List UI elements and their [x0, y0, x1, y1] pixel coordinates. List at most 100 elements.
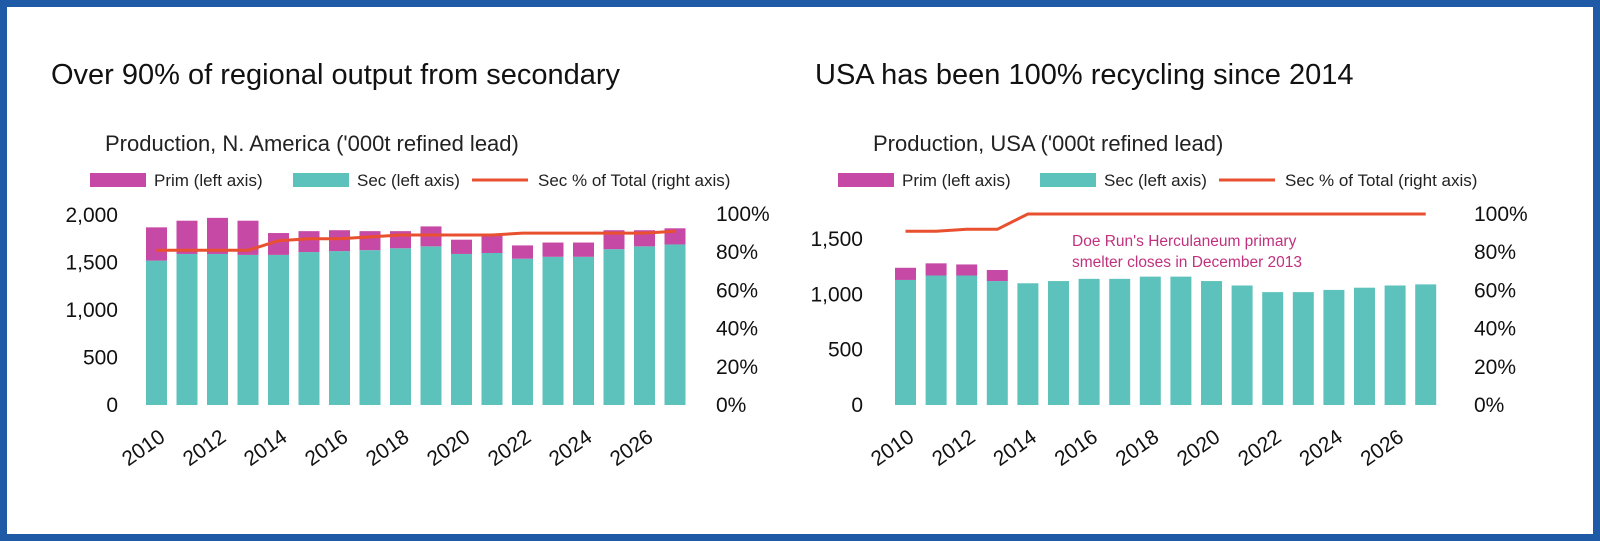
bar-sec-2010	[895, 279, 916, 405]
x-tick-label: 2010	[867, 425, 918, 471]
bar-sec-2010	[146, 260, 167, 405]
legend-swatch-sec	[1040, 173, 1096, 187]
y-right-tick-label: 100%	[1474, 203, 1528, 226]
legend-label-sec-pct: Sec % of Total (right axis)	[538, 171, 730, 190]
legend-swatch-sec	[293, 173, 349, 187]
bar-prim-2010	[146, 227, 167, 261]
bar-prim-2020	[451, 239, 472, 254]
y-right-tick-label: 40%	[1474, 318, 1516, 341]
bar-sec-2014	[268, 254, 289, 405]
bar-sec-2024	[1323, 289, 1345, 405]
bar-prim-2011	[176, 220, 198, 254]
y-right-tick-label: 0%	[716, 394, 746, 417]
bar-prim-2023	[542, 242, 564, 257]
y-left-tick-label: 2,000	[65, 204, 118, 227]
bar-sec-2019	[420, 246, 442, 405]
legend-label-sec: Sec (left axis)	[357, 171, 460, 190]
bar-sec-2024	[573, 256, 594, 405]
headline-left: Over 90% of regional output from seconda…	[51, 59, 621, 91]
chart-subtitle-left: Production, N. America ('000t refined le…	[105, 131, 519, 156]
y-left-tick-label: 1,000	[65, 299, 118, 322]
bar-sec-2021	[481, 253, 503, 405]
legend-label-prim: Prim (left axis)	[902, 171, 1011, 190]
bar-prim-2010	[895, 267, 916, 280]
bar-sec-2011	[176, 253, 198, 405]
bar-sec-2027	[664, 244, 686, 405]
bar-sec-2017	[359, 250, 381, 405]
y-right-tick-label: 80%	[1474, 241, 1516, 264]
bar-prim-2021	[481, 234, 503, 253]
y-left-tick-label: 500	[83, 347, 118, 370]
y-left-tick-label: 0	[106, 394, 118, 417]
bar-sec-2016	[329, 251, 350, 405]
x-tick-label: 2016	[1051, 425, 1102, 471]
bar-sec-2020	[1201, 281, 1222, 405]
x-tick-label: 2024	[1295, 425, 1347, 471]
y-right-tick-label: 60%	[716, 279, 758, 302]
bar-sec-2017	[1109, 278, 1131, 405]
bar-sec-2023	[1292, 292, 1314, 405]
legend-swatch-prim	[838, 173, 894, 187]
legend-label-sec-pct: Sec % of Total (right axis)	[1285, 171, 1477, 190]
bar-sec-2022	[1262, 292, 1284, 405]
bar-prim-2014	[268, 233, 289, 255]
y-left-tick-label: 1,500	[810, 228, 863, 251]
bar-sec-2012	[956, 275, 978, 405]
y-right-tick-label: 40%	[716, 318, 758, 341]
line-sec-pct	[156, 229, 676, 252]
bar-sec-2015	[1048, 281, 1069, 405]
bar-sec-2026	[634, 246, 655, 405]
bar-sec-2014	[1017, 283, 1039, 405]
y-right-tick-label: 20%	[716, 356, 758, 379]
bar-sec-2015	[298, 252, 320, 405]
legend-swatch-prim	[90, 173, 146, 187]
y-right-tick-label: 0%	[1474, 394, 1504, 417]
bar-sec-2027	[1415, 284, 1437, 405]
annotation-line: Doe Run's Herculaneum primary	[1072, 233, 1297, 250]
bar-sec-2013	[986, 281, 1008, 405]
bar-prim-2013	[986, 269, 1008, 282]
headline-right: USA has been 100% recycling since 2014	[815, 59, 1354, 91]
legend-label-sec: Sec (left axis)	[1104, 171, 1207, 190]
line-sec-pct	[905, 212, 1426, 233]
legend-label-prim: Prim (left axis)	[154, 171, 263, 190]
y-right-tick-label: 60%	[1474, 279, 1516, 302]
bar-prim-2022	[512, 245, 533, 259]
bar-sec-2018	[390, 248, 411, 405]
x-tick-label: 2022	[1234, 425, 1285, 471]
y-left-tick-label: 0	[851, 394, 863, 417]
bar-prim-2025	[603, 230, 625, 250]
bar-sec-2016	[1078, 278, 1100, 405]
annotation-text: Doe Run's Herculaneum primary smelter clo…	[1072, 233, 1302, 271]
chart-subtitle-right: Production, USA ('000t refined lead)	[873, 131, 1224, 156]
bar-prim-2015	[298, 231, 320, 253]
y-left-tick-label: 1,000	[810, 283, 863, 306]
bar-sec-2018	[1139, 276, 1161, 405]
bar-prim-2013	[237, 220, 259, 255]
bar-prim-2011	[925, 263, 947, 276]
x-tick-label: 2018	[1112, 425, 1163, 471]
x-tick-label: 2012	[928, 425, 979, 471]
bar-sec-2025	[1354, 287, 1375, 405]
annotation-line: smelter closes in December 2013	[1072, 254, 1302, 271]
bar-sec-2021	[1231, 285, 1253, 405]
bar-prim-2024	[573, 242, 594, 257]
y-left-tick-label: 1,500	[65, 252, 118, 275]
x-tick-label: 2020	[1173, 425, 1224, 471]
bar-sec-2022	[512, 258, 533, 405]
bar-sec-2020	[451, 253, 472, 405]
bar-sec-2013	[237, 254, 259, 405]
bar-sec-2012	[207, 253, 228, 405]
bar-prim-2016	[329, 230, 350, 252]
bar-sec-2023	[542, 256, 564, 405]
x-tick-label: 2014	[989, 425, 1041, 471]
x-tick-label: 2026	[1357, 425, 1408, 471]
bar-sec-2026	[1384, 285, 1406, 405]
bar-prim-2012	[207, 217, 228, 254]
bar-sec-2025	[603, 249, 625, 405]
bar-prim-2012	[956, 264, 978, 276]
y-left-tick-label: 500	[828, 339, 863, 362]
